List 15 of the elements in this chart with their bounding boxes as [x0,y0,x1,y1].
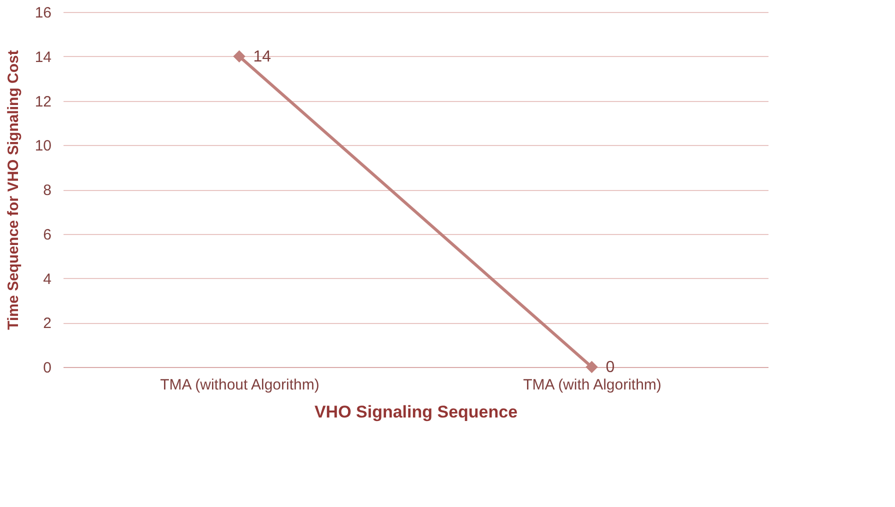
y-tick-label: 10 [34,138,52,155]
y-tick-label: 12 [34,93,52,110]
y-tick-label: 0 [43,360,52,376]
x-tick-label: TMA (with Algorithm) [523,376,662,394]
data-label: 14 [253,48,272,66]
y-tick-label: 4 [43,270,52,288]
y-tick-label: 2 [43,315,52,332]
y-tick-label: 14 [34,48,52,66]
x-axis-title: VHO Signaling Sequence [314,402,518,422]
data-label: 0 [606,359,615,376]
x-tick-label: TMA (without Algorithm) [160,376,320,394]
y-tick-label: 16 [34,4,52,22]
y-tick-label: 6 [43,226,52,244]
y-tick-label: 8 [43,182,52,199]
y-axis-title: Time Sequence for VHO Signaling Cost [4,50,22,330]
